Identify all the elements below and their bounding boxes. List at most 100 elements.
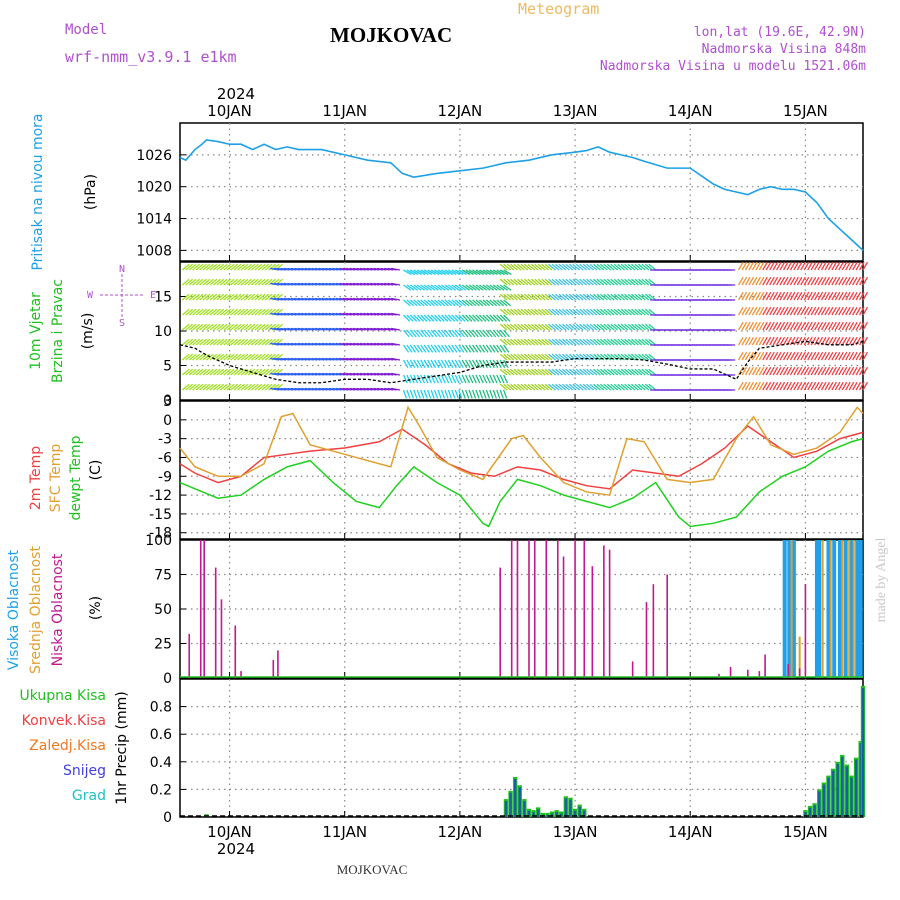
- wind-arrow: [807, 276, 813, 286]
- wind-arrow: [751, 366, 758, 376]
- wind-arrow: [244, 293, 252, 301]
- wind-arrow: [572, 338, 581, 346]
- wind-arrow: [416, 389, 421, 399]
- wind-arrow: [831, 276, 837, 286]
- wind-arrow: [776, 261, 782, 271]
- wind-arrow: [558, 323, 567, 331]
- wind-arrow: [831, 306, 837, 316]
- wind-arrow: [527, 308, 536, 316]
- wind-arrow: [520, 308, 529, 316]
- wind-arrow: [520, 368, 529, 376]
- precip-bar-inner: [818, 791, 821, 817]
- low-cloud-bar: [804, 584, 807, 678]
- wind-arrow: [233, 293, 242, 301]
- wind-arrow: [858, 306, 865, 316]
- wind-arrow: [465, 299, 473, 307]
- wind-arrow: [786, 366, 793, 376]
- wind-arrow: [233, 263, 242, 271]
- wind-arrow: [613, 308, 622, 316]
- wind-arrow: [634, 353, 643, 361]
- wind-arrow: [517, 293, 525, 301]
- wind-arrow: [517, 353, 525, 361]
- wind-arrow: [769, 381, 775, 391]
- low-cloud-bar: [574, 540, 576, 678]
- wind-arrow: [824, 306, 831, 316]
- wind-arrow: [237, 278, 245, 286]
- x-tick-label-bottom: 12JAN: [438, 823, 483, 841]
- wind-arrow: [541, 263, 549, 271]
- wind-arrow: [841, 291, 848, 301]
- wind-arrow: [475, 299, 484, 307]
- wind-arrow: [755, 351, 761, 361]
- wind-arrow: [461, 389, 466, 399]
- wind-arrow: [827, 321, 834, 331]
- wind-arrow: [779, 291, 786, 301]
- wind-arrow: [534, 278, 543, 286]
- wind-arrow: [499, 329, 507, 338]
- wind-arrow: [537, 383, 546, 391]
- wind-arrow: [613, 338, 622, 346]
- wind-arrow: [845, 321, 851, 331]
- high-cloud-label: Visoka Oblacnost: [6, 549, 22, 670]
- wind-arrow: [206, 278, 214, 286]
- wind-arrow: [593, 323, 601, 331]
- wind-arrow: [503, 323, 511, 331]
- wind-arrow: [223, 368, 232, 376]
- wind-arrow: [468, 329, 476, 338]
- wind-arrow: [631, 293, 639, 301]
- high-cloud-bar: [832, 540, 837, 678]
- wind-arrow: [391, 372, 401, 376]
- wind-arrow: [257, 338, 266, 346]
- wind-arrow: [838, 336, 844, 346]
- precip-bar-inner: [861, 687, 865, 817]
- wind-arrow: [786, 261, 793, 271]
- low-cloud-bar: [591, 566, 594, 678]
- wind-arrow: [582, 368, 591, 376]
- wind-arrow: [503, 284, 512, 291]
- wind-arrow: [499, 374, 505, 384]
- wind-arrow: [838, 381, 844, 391]
- wind-arrow: [209, 323, 218, 331]
- wind-arrow: [492, 344, 499, 353]
- wind-arrow: [613, 278, 622, 286]
- wind-arrow: [499, 359, 506, 369]
- wind-arrow: [855, 261, 862, 271]
- wind-arrow: [599, 338, 608, 346]
- wind-arrow: [561, 338, 570, 346]
- wind-arrow: [444, 269, 454, 276]
- wind-arrow: [499, 278, 508, 286]
- wind-arrow: [786, 381, 793, 391]
- wind-arrow: [800, 306, 806, 316]
- dewpt-label: dewpt Temp: [68, 435, 84, 520]
- wind-arrow: [793, 276, 799, 286]
- wind-arrow: [503, 359, 509, 369]
- low-cloud-bar: [608, 549, 611, 678]
- wind-arrow: [638, 353, 646, 361]
- wind-arrow: [440, 329, 448, 338]
- wind-arrow: [789, 276, 796, 286]
- wind-arrow: [848, 261, 855, 271]
- wind-arrow: [772, 366, 779, 376]
- wind-arrow: [548, 278, 556, 286]
- wind-arrow: [530, 278, 539, 286]
- wind-arrow: [855, 321, 862, 331]
- wind-arrow: [762, 336, 768, 346]
- wind-arrow: [444, 344, 451, 353]
- wind-arrow: [223, 338, 232, 346]
- wind-arrow: [489, 389, 494, 399]
- wind-arrow: [769, 351, 775, 361]
- low-cloud-bar: [272, 660, 275, 678]
- wind-arrow: [845, 351, 851, 361]
- wind-arrow: [796, 291, 803, 301]
- wind-arrow: [441, 269, 450, 276]
- wind-arrow: [520, 323, 529, 331]
- wind-arrow: [219, 293, 228, 301]
- wind-arrow: [503, 344, 510, 353]
- wind-arrow: [510, 368, 518, 376]
- wind-arrow: [430, 359, 437, 369]
- wind-arrow: [644, 278, 653, 286]
- precip-bar-inner: [564, 798, 568, 817]
- wind-arrow: [527, 368, 536, 376]
- wind-arrow: [755, 336, 761, 346]
- wind-arrow: [479, 284, 488, 291]
